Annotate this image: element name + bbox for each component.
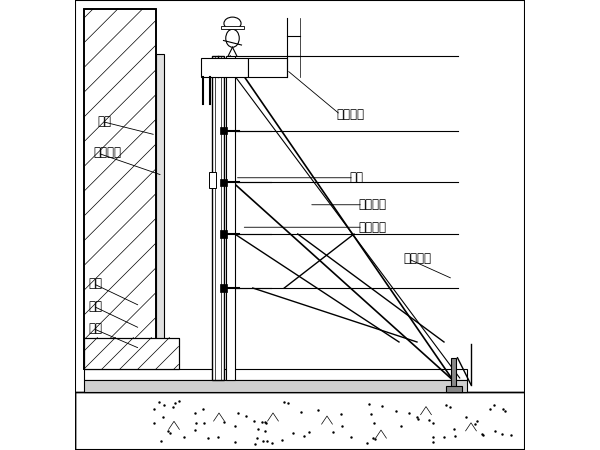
Bar <box>221 26 244 29</box>
Bar <box>220 284 227 292</box>
Text: 防水保护: 防水保护 <box>93 147 121 159</box>
Bar <box>84 338 179 369</box>
Ellipse shape <box>226 29 239 47</box>
Text: 埋件系统: 埋件系统 <box>359 221 386 234</box>
Text: 调节丝杆: 调节丝杆 <box>404 252 431 265</box>
Bar <box>212 56 223 380</box>
Bar <box>84 338 179 369</box>
Text: 模板: 模板 <box>349 171 364 184</box>
Text: 操作平台: 操作平台 <box>336 108 364 121</box>
Bar <box>75 392 525 450</box>
Bar <box>220 179 227 186</box>
Bar <box>220 127 227 134</box>
Text: 单侧支架: 单侧支架 <box>359 198 386 211</box>
Bar <box>84 380 467 392</box>
Bar <box>201 58 248 76</box>
Bar <box>75 392 525 450</box>
Text: 墙体: 墙体 <box>97 115 112 128</box>
Bar <box>84 9 156 369</box>
Bar <box>446 386 462 391</box>
Bar <box>451 358 456 389</box>
Bar <box>226 56 235 380</box>
Text: 垫层: 垫层 <box>89 322 103 335</box>
Bar <box>209 172 216 188</box>
Text: 导墙: 导墙 <box>89 277 103 290</box>
Bar <box>156 54 164 369</box>
Bar <box>84 369 467 380</box>
Ellipse shape <box>224 17 241 30</box>
Bar <box>84 9 156 369</box>
Bar <box>248 58 287 76</box>
Bar <box>220 230 227 238</box>
Text: 底板: 底板 <box>89 300 103 312</box>
